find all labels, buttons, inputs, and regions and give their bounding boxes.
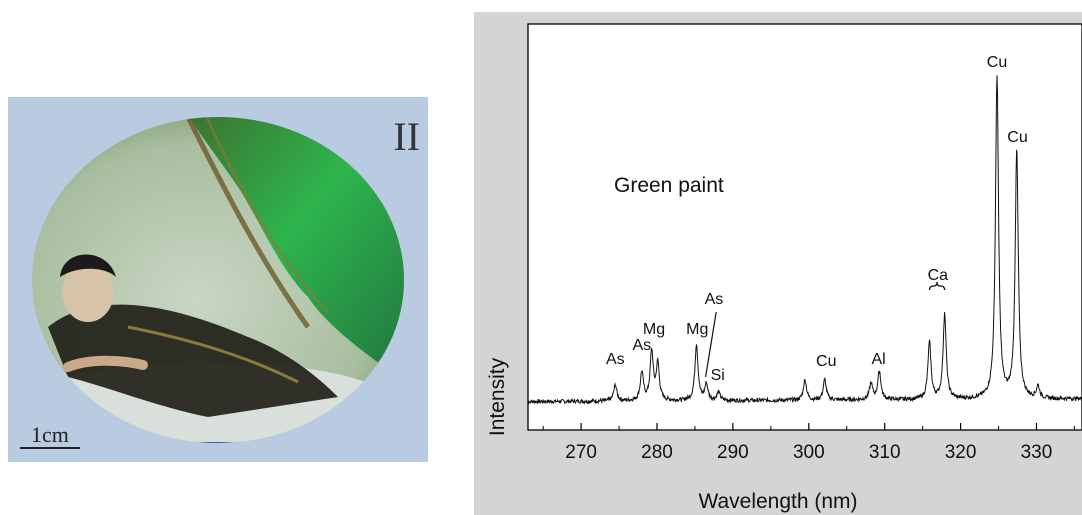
painting-photo-panel: II 1cm xyxy=(8,97,428,462)
peak-label-as: As xyxy=(632,337,651,354)
x-tick-label: 330 xyxy=(1021,442,1053,463)
plot-area xyxy=(527,23,1082,431)
x-tick-label: 320 xyxy=(945,442,977,463)
peak-label-cu: Cu xyxy=(816,353,836,370)
spectrum-chart-panel: 270 280 290 300 310 320 330 As As Mg Mg As Si Cu Al Ca… xyxy=(474,12,1082,515)
peak-label-al: Al xyxy=(871,351,885,368)
painting-image xyxy=(32,117,404,443)
x-axis-label: Wavelength (nm) xyxy=(698,490,857,513)
scale-label: 1cm xyxy=(31,422,69,447)
x-tick-label: 280 xyxy=(641,442,673,463)
peak-label-mg: Mg xyxy=(686,321,708,338)
peak-label-mg: Mg xyxy=(643,321,665,338)
peak-label-si: Si xyxy=(711,367,725,384)
as-leader-line xyxy=(704,311,717,378)
x-axis-ticks: 270 280 290 300 310 320 330 xyxy=(542,423,1075,463)
peak-label-cu: Cu xyxy=(987,54,1007,71)
x-tick-label: 310 xyxy=(869,442,901,463)
x-tick-label: 290 xyxy=(717,442,749,463)
y-axis-label: Intensity xyxy=(486,357,509,436)
panel-label: II xyxy=(393,114,420,159)
peak-label-cu: Cu xyxy=(1007,129,1027,146)
chart-title: Green paint xyxy=(614,174,724,197)
peak-label-ca: Ca xyxy=(928,267,949,284)
scale-bar: 1cm xyxy=(20,424,80,449)
spectrum-line xyxy=(527,75,1082,406)
peak-label-as: As xyxy=(606,351,625,368)
x-tick-label: 300 xyxy=(793,442,825,463)
peak-label-as: As xyxy=(705,291,724,308)
ca-brace xyxy=(928,281,946,291)
x-tick-label: 270 xyxy=(565,442,597,463)
